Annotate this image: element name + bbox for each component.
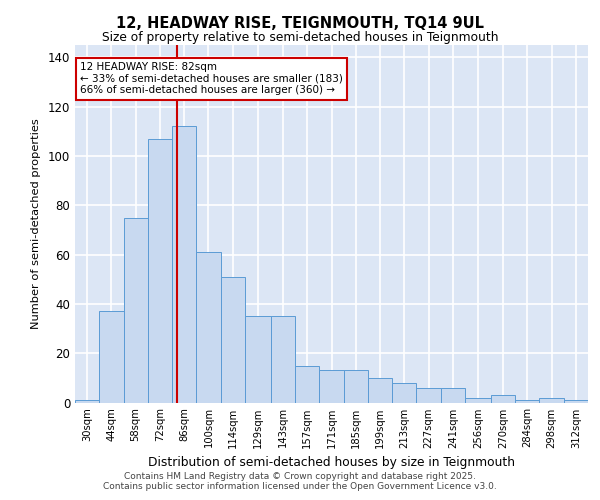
Bar: [124, 218, 148, 402]
Bar: [271, 316, 295, 402]
Bar: [368, 378, 392, 402]
Text: 12 HEADWAY RISE: 82sqm
← 33% of semi-detached houses are smaller (183)
66% of se: 12 HEADWAY RISE: 82sqm ← 33% of semi-det…: [80, 62, 343, 96]
Bar: [392, 383, 416, 402]
Bar: [221, 277, 245, 402]
Bar: [99, 312, 124, 402]
Bar: [344, 370, 368, 402]
Bar: [196, 252, 221, 402]
Bar: [440, 388, 465, 402]
Bar: [75, 400, 99, 402]
Bar: [319, 370, 344, 402]
Text: Size of property relative to semi-detached houses in Teignmouth: Size of property relative to semi-detach…: [102, 32, 498, 44]
Bar: [295, 366, 319, 403]
Bar: [245, 316, 271, 402]
Y-axis label: Number of semi-detached properties: Number of semi-detached properties: [31, 118, 41, 329]
Bar: [148, 138, 172, 402]
Bar: [172, 126, 196, 402]
Bar: [539, 398, 564, 402]
Bar: [564, 400, 588, 402]
X-axis label: Distribution of semi-detached houses by size in Teignmouth: Distribution of semi-detached houses by …: [148, 456, 515, 469]
Bar: [491, 395, 515, 402]
Text: Contains HM Land Registry data © Crown copyright and database right 2025.
Contai: Contains HM Land Registry data © Crown c…: [103, 472, 497, 491]
Bar: [515, 400, 539, 402]
Bar: [465, 398, 491, 402]
Text: 12, HEADWAY RISE, TEIGNMOUTH, TQ14 9UL: 12, HEADWAY RISE, TEIGNMOUTH, TQ14 9UL: [116, 16, 484, 31]
Bar: [416, 388, 440, 402]
